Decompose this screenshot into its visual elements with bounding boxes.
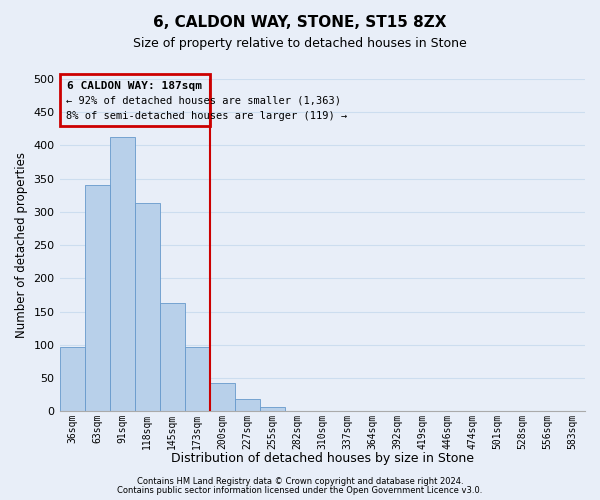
Text: Contains HM Land Registry data © Crown copyright and database right 2024.: Contains HM Land Registry data © Crown c…	[137, 477, 463, 486]
Bar	[560, 410, 585, 411]
Bar	[85, 186, 110, 411]
Text: ← 92% of detached houses are smaller (1,363): ← 92% of detached houses are smaller (1,…	[65, 96, 341, 106]
Bar	[460, 410, 485, 411]
Y-axis label: Number of detached properties: Number of detached properties	[15, 152, 28, 338]
X-axis label: Distribution of detached houses by size in Stone: Distribution of detached houses by size …	[171, 452, 474, 465]
Text: Size of property relative to detached houses in Stone: Size of property relative to detached ho…	[133, 38, 467, 51]
Bar	[110, 137, 134, 411]
Text: 6 CALDON WAY: 187sqm: 6 CALDON WAY: 187sqm	[67, 80, 202, 90]
Text: Contains public sector information licensed under the Open Government Licence v3: Contains public sector information licen…	[118, 486, 482, 495]
Text: 6, CALDON WAY, STONE, ST15 8ZX: 6, CALDON WAY, STONE, ST15 8ZX	[153, 15, 447, 30]
Bar	[209, 382, 235, 411]
Bar	[160, 303, 185, 411]
Bar	[235, 398, 260, 411]
Bar	[59, 346, 85, 411]
Bar	[134, 203, 160, 411]
Bar	[185, 346, 209, 411]
Bar	[260, 406, 285, 411]
Text: 8% of semi-detached houses are larger (119) →: 8% of semi-detached houses are larger (1…	[65, 112, 347, 122]
Bar	[285, 410, 310, 411]
